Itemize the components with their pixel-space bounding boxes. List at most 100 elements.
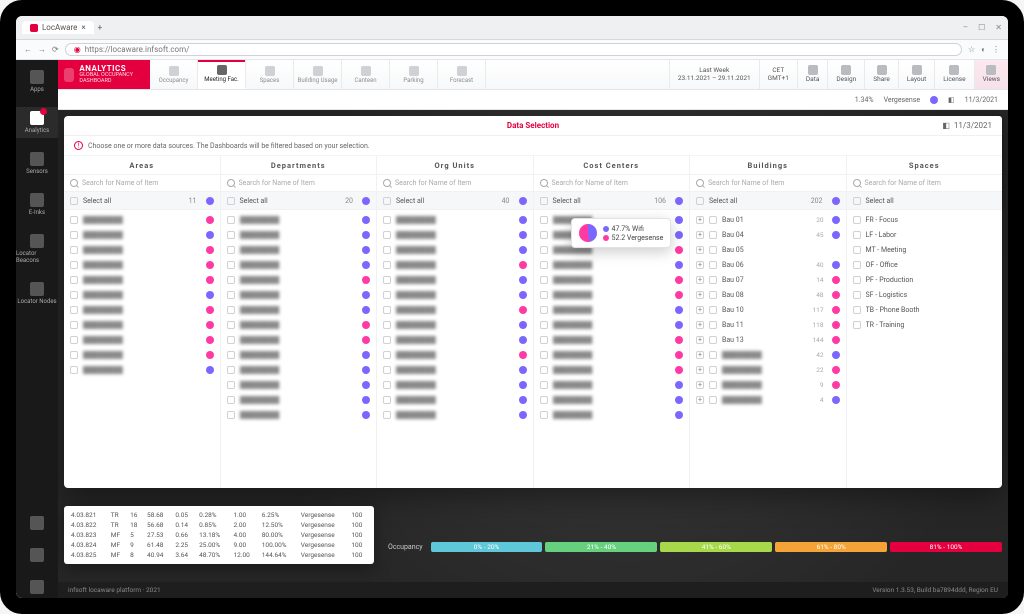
checkbox[interactable]	[227, 306, 235, 314]
checkbox[interactable]	[853, 291, 861, 299]
list-item[interactable]: ████████	[534, 377, 690, 392]
checkbox[interactable]	[383, 306, 391, 314]
checkbox[interactable]	[70, 336, 78, 344]
checkbox[interactable]	[540, 261, 548, 269]
checkbox[interactable]	[540, 396, 548, 404]
select-all-row[interactable]: Select all20	[221, 192, 377, 210]
column-search[interactable]: Search for Name of Item	[847, 174, 1003, 192]
checkbox[interactable]	[70, 351, 78, 359]
checkbox[interactable]	[383, 276, 391, 284]
expand-icon[interactable]	[696, 291, 704, 299]
checkbox[interactable]	[709, 381, 717, 389]
calendar-icon[interactable]: ◧	[942, 121, 950, 130]
checkbox[interactable]	[540, 231, 548, 239]
checkbox[interactable]	[383, 291, 391, 299]
tab-meeting-fac-[interactable]: Meeting Fac.	[198, 60, 246, 89]
expand-icon[interactable]	[696, 216, 704, 224]
column-search[interactable]: Search for Name of Item	[534, 174, 690, 192]
checkbox[interactable]	[227, 216, 235, 224]
checkbox[interactable]	[709, 321, 717, 329]
checkbox[interactable]	[227, 246, 235, 254]
profile-icon[interactable]: ◐	[981, 45, 986, 54]
rail-item-apps[interactable]: Apps	[16, 66, 58, 97]
checkbox[interactable]	[853, 231, 861, 239]
new-tab-button[interactable]: +	[98, 23, 103, 32]
checkbox[interactable]	[70, 321, 78, 329]
select-all-row[interactable]: Select all40	[377, 192, 533, 210]
checkbox[interactable]	[709, 366, 717, 374]
table-row[interactable]: 4.03.825MF840.943.6448.70%12.00144.64%Ve…	[68, 550, 370, 560]
checkbox[interactable]	[383, 197, 391, 205]
expand-icon[interactable]	[696, 366, 704, 374]
list-item[interactable]: ████████	[221, 392, 377, 407]
window-max[interactable]: ☐	[978, 23, 985, 32]
list-item[interactable]: ████████	[377, 212, 533, 227]
list-item[interactable]: ████████	[64, 257, 220, 272]
tab-forecast[interactable]: Forecast	[438, 60, 486, 89]
column-search[interactable]: Search for Name of Item	[221, 174, 377, 192]
list-item[interactable]: ████████	[64, 347, 220, 362]
list-item[interactable]: ████████	[377, 287, 533, 302]
bookmark-icon[interactable]: ☆	[968, 45, 975, 54]
menu-icon[interactable]: ⋮	[992, 45, 1000, 54]
expand-icon[interactable]	[696, 336, 704, 344]
checkbox[interactable]	[540, 381, 548, 389]
list-item[interactable]: ████████	[221, 257, 377, 272]
checkbox[interactable]	[853, 197, 861, 205]
list-item[interactable]: ████████	[534, 362, 690, 377]
list-item[interactable]: ████████	[377, 257, 533, 272]
expand-icon[interactable]	[696, 261, 704, 269]
checkbox[interactable]	[709, 276, 717, 284]
list-item[interactable]: ████████	[221, 212, 377, 227]
checkbox[interactable]	[540, 291, 548, 299]
list-item[interactable]: ████████	[221, 272, 377, 287]
list-item[interactable]: ████████	[377, 362, 533, 377]
list-item[interactable]: ████████	[221, 332, 377, 347]
list-item[interactable]: ████████	[64, 362, 220, 377]
checkbox[interactable]	[383, 381, 391, 389]
list-item[interactable]: OF - Office	[847, 257, 1003, 272]
toolbar-data[interactable]: Data	[797, 60, 827, 89]
toolbar-views[interactable]: Views	[974, 60, 1008, 89]
checkbox[interactable]	[383, 246, 391, 254]
list-item[interactable]: Bau 10117	[690, 302, 846, 317]
toolbar-23.11.2021 – 29.11.2021[interactable]: Last Week23.11.2021 – 29.11.2021	[669, 60, 759, 89]
checkbox[interactable]	[70, 366, 78, 374]
expand-icon[interactable]	[696, 246, 704, 254]
list-item[interactable]: ████████	[377, 347, 533, 362]
list-item[interactable]: ████████	[221, 347, 377, 362]
list-item[interactable]: Bau 0714	[690, 272, 846, 287]
list-item[interactable]: ████████	[377, 272, 533, 287]
checkbox[interactable]	[540, 306, 548, 314]
list-item[interactable]: ████████	[534, 257, 690, 272]
table-row[interactable]: 4.03.824MF961.482.2525.00%9.00100.00%Ver…	[68, 540, 370, 550]
address-bar[interactable]: ◉ https://locaware.infsoft.com/	[65, 43, 962, 56]
list-item[interactable]: ████████9	[690, 377, 846, 392]
notifications-icon[interactable]	[16, 544, 58, 566]
expand-icon[interactable]	[696, 396, 704, 404]
expand-icon[interactable]	[696, 381, 704, 389]
checkbox[interactable]	[709, 291, 717, 299]
table-row[interactable]: 4.03.821TR1658.680.050.28%1.006.25%Verge…	[68, 510, 370, 520]
list-item[interactable]: TR - Training	[847, 317, 1003, 332]
checkbox[interactable]	[70, 291, 78, 299]
list-item[interactable]: ████████	[221, 362, 377, 377]
toolbar-license[interactable]: License	[934, 60, 973, 89]
checkbox[interactable]	[227, 291, 235, 299]
window-min[interactable]: –	[963, 23, 968, 32]
checkbox[interactable]	[227, 366, 235, 374]
checkbox[interactable]	[227, 261, 235, 269]
checkbox[interactable]	[383, 366, 391, 374]
rail-item-locator-nodes[interactable]: Locator Nodes	[16, 278, 58, 309]
list-item[interactable]: Bau 0640	[690, 257, 846, 272]
checkbox[interactable]	[540, 246, 548, 254]
checkbox[interactable]	[70, 276, 78, 284]
checkbox[interactable]	[540, 336, 548, 344]
list-item[interactable]: ████████4	[690, 392, 846, 407]
checkbox[interactable]	[70, 246, 78, 254]
list-item[interactable]: Bau 0120	[690, 212, 846, 227]
list-item[interactable]: ████████	[221, 302, 377, 317]
checkbox[interactable]	[540, 216, 548, 224]
list-item[interactable]: ████████	[64, 212, 220, 227]
column-search[interactable]: Search for Name of Item	[377, 174, 533, 192]
